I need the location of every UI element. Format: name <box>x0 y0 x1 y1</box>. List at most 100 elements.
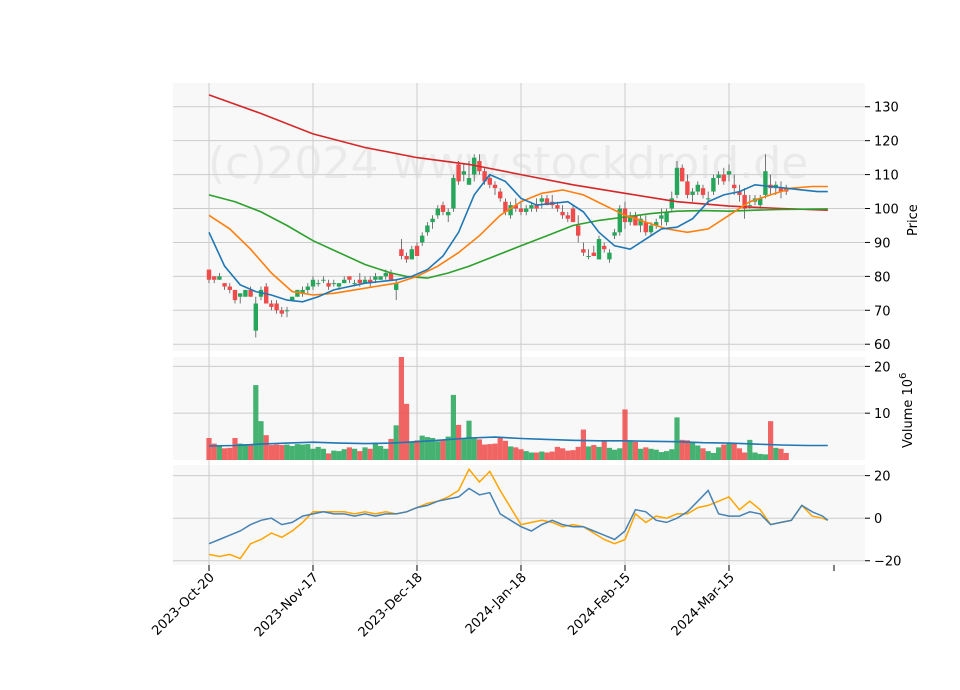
volume-bar <box>716 447 722 460</box>
candle-body <box>310 279 316 287</box>
volume-bar <box>513 447 519 460</box>
price-tick-label: 70 <box>874 304 891 319</box>
volume-bar <box>669 449 675 460</box>
candle-body <box>669 198 674 209</box>
volume-bar <box>679 439 685 460</box>
volume-bar <box>508 446 514 460</box>
volume-bar <box>549 451 555 460</box>
volume-bar <box>757 453 763 460</box>
volume-bar <box>227 447 233 460</box>
candle-body <box>430 218 435 223</box>
volume-bar <box>435 441 441 460</box>
candle-body <box>607 252 612 260</box>
volume-bar <box>705 451 711 460</box>
watermark: (c)2024 www.stockdroid.de <box>208 138 808 189</box>
price-tick-label: 100 <box>874 203 899 218</box>
candle-body <box>596 239 602 260</box>
volume-bar <box>248 444 254 460</box>
volume-bar <box>731 443 737 460</box>
candle-body <box>555 205 560 209</box>
candle-body <box>284 310 290 312</box>
volume-bar <box>471 437 477 460</box>
candle-body <box>732 184 737 189</box>
oscillator-line <box>208 467 829 560</box>
volume-bar <box>253 385 259 460</box>
volume-bar <box>783 452 789 460</box>
volume-bar <box>476 439 482 460</box>
volume-bar <box>404 403 410 460</box>
candle-body <box>508 205 513 216</box>
candle-body <box>726 171 732 175</box>
volume-bar <box>357 451 363 460</box>
volume-bar <box>222 448 228 460</box>
candle-body <box>628 215 633 223</box>
volume-bar <box>268 445 274 460</box>
candle-body <box>217 276 222 280</box>
volume-bar <box>700 448 706 460</box>
candle-body <box>482 171 487 182</box>
volume-bar <box>279 445 285 460</box>
volume-bar <box>305 444 311 460</box>
volume-bar <box>258 421 264 460</box>
candle-body <box>336 283 342 287</box>
volume-bar <box>565 450 571 460</box>
volume-bar <box>346 447 352 460</box>
candle-body <box>227 286 232 290</box>
volume-bar <box>424 437 430 460</box>
candle-body <box>544 198 550 206</box>
volume-bar <box>664 451 670 460</box>
candle-body <box>300 289 305 294</box>
candle-body <box>435 208 440 216</box>
volume-bar <box>690 442 696 460</box>
volume-bar <box>216 446 222 460</box>
price-panel-bg <box>173 83 865 351</box>
volume-bar <box>726 442 732 460</box>
volume-bar <box>560 448 566 460</box>
candle-body <box>695 184 700 192</box>
candle-body <box>539 198 544 202</box>
volume-bar <box>695 445 701 460</box>
price-tick-label: 130 <box>874 101 899 116</box>
volume-bar <box>398 357 404 460</box>
candle-body <box>534 205 539 209</box>
candle-body <box>524 208 529 212</box>
candle-body <box>394 283 399 290</box>
volume-bar <box>300 444 306 460</box>
price-tick-label: 120 <box>874 135 899 150</box>
candle-body <box>305 286 310 290</box>
x-tick-label: 2024-Jan-18 <box>463 570 530 637</box>
volume-bar <box>643 447 649 460</box>
candle-body <box>409 249 414 260</box>
volume-bar <box>747 439 753 460</box>
candle-body <box>680 167 685 182</box>
candle-body <box>383 272 388 277</box>
x-tick-label: 2024-Mar-15 <box>669 570 738 639</box>
candle-body <box>274 303 279 311</box>
volume-bar <box>653 449 659 460</box>
volume-bar <box>440 440 446 460</box>
volume-bar <box>575 446 581 460</box>
candle-body <box>321 279 326 281</box>
candle-body <box>264 286 269 304</box>
volume-bar <box>206 437 212 460</box>
candle-body <box>659 215 664 219</box>
candle-body <box>570 208 576 223</box>
volume-bar <box>534 452 540 460</box>
volume-bar <box>211 443 217 460</box>
oscillator-panel-bg <box>173 465 865 565</box>
volume-bar <box>570 450 576 460</box>
candle-body <box>711 177 716 192</box>
volume-bar <box>388 438 394 460</box>
volume-bar <box>523 451 529 460</box>
volume-layer <box>206 357 828 460</box>
candle-body <box>440 205 446 212</box>
volume-bar <box>409 441 415 460</box>
volume-bar <box>378 445 384 460</box>
candle-body <box>451 177 456 209</box>
candle-body <box>503 201 508 212</box>
price-tick-label: 110 <box>874 169 899 184</box>
volume-bar <box>528 452 534 460</box>
volume-axis-label: Volume 106 <box>898 373 916 448</box>
candle-body <box>342 279 347 284</box>
candle-body <box>617 208 622 233</box>
